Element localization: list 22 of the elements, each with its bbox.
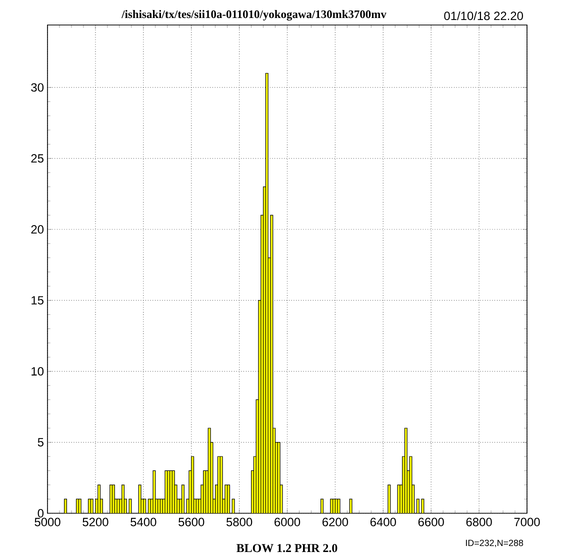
x-tick-label: 5200	[82, 518, 108, 526]
x-tick-label: 6400	[370, 518, 396, 526]
text: ID=232,N=288	[466, 540, 524, 548]
x-tick-label: 5000	[34, 518, 60, 526]
x-tick-label: 6000	[274, 518, 300, 526]
text: 01/10/18 22.20	[444, 11, 523, 20]
x-tick-label: 6600	[418, 518, 444, 526]
x-axis-title: BLOW 1.2 PHR 2.0	[236, 544, 338, 552]
y-tick-label: 25	[31, 154, 44, 163]
y-tick-label: 30	[31, 83, 44, 92]
y-tick-label: 5	[38, 438, 44, 446]
x-tick-label: 6200	[322, 518, 348, 526]
chart-title: /ishisaki/tx/tes/sii10a-011010/yokogawa/130mk3700mv	[121, 10, 386, 21]
x-tick-label: 5600	[178, 518, 204, 526]
y-tick-label: 0	[38, 509, 44, 518]
x-tick-label: 6800	[466, 518, 492, 526]
x-tick-label: 7000	[514, 518, 540, 526]
y-tick-label: 15	[32, 296, 44, 305]
y-tick-label: 20	[31, 225, 44, 234]
x-tick-label: 5400	[130, 518, 156, 526]
y-tick-label: 10	[32, 367, 44, 376]
x-tick-label: 5800	[226, 518, 252, 526]
